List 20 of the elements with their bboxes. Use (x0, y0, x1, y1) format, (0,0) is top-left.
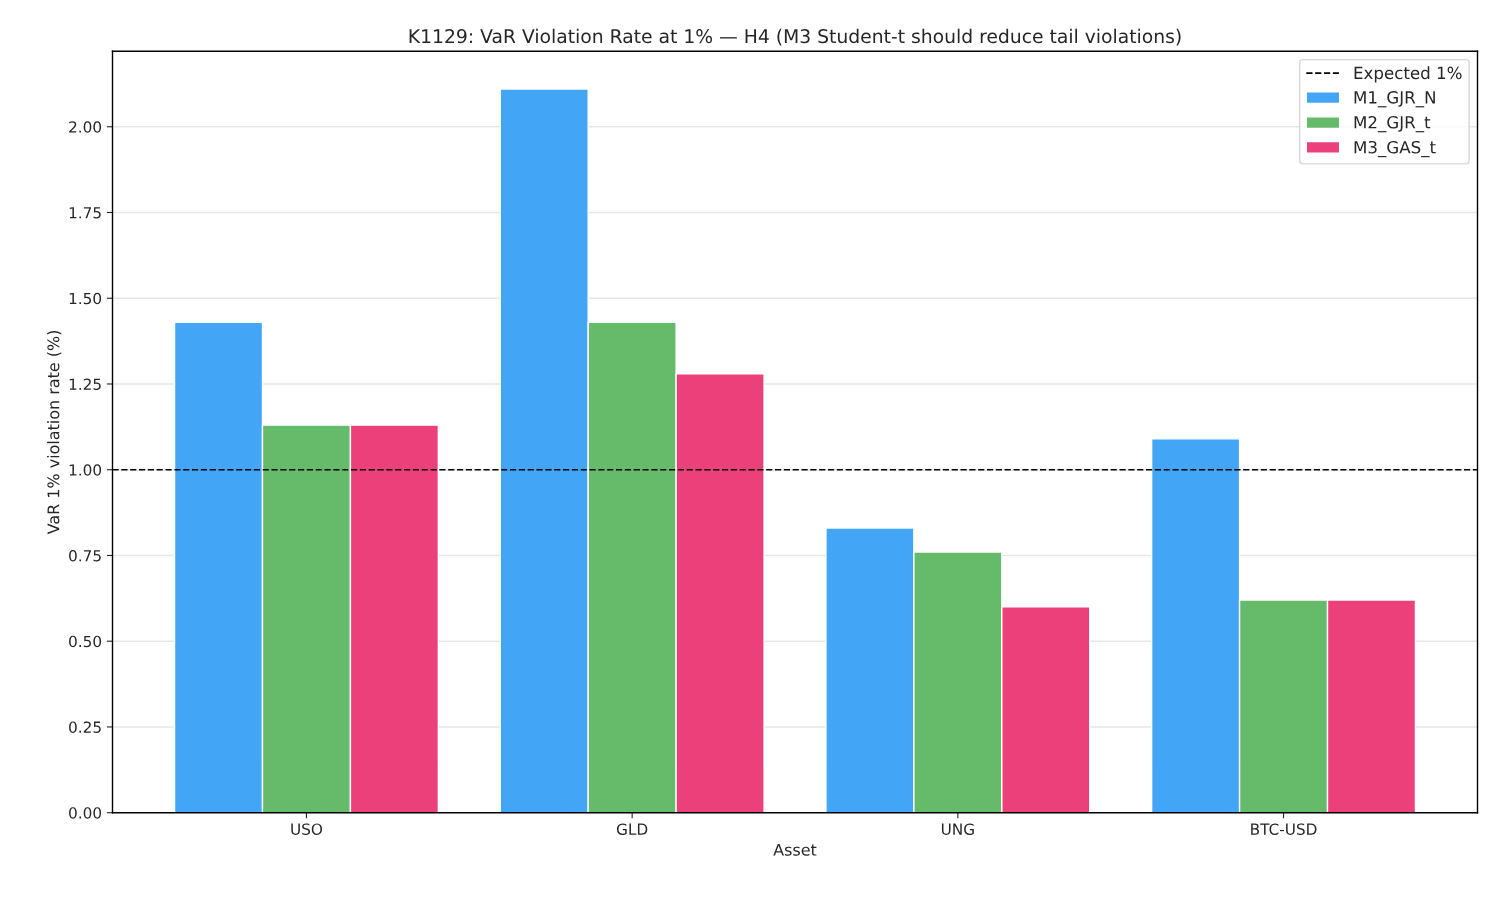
y-tick-label: 1.25 (69, 378, 101, 391)
legend-label: M3_GAS_t (1354, 140, 1436, 158)
chart-title: K1129: VaR Violation Rate at 1% — H4 (M3 Student-t should reduce tail violations) (409, 28, 1181, 46)
x-tick-label: UNG (941, 823, 974, 835)
y-axis-title: VaR 1% violation rate (%) (47, 330, 62, 535)
legend-label: M2_GJR_t (1354, 115, 1431, 133)
x-tick-label: BTC-USD (1251, 823, 1317, 835)
y-tick-label: 0.50 (69, 635, 102, 648)
y-tick-label: 2.00 (69, 121, 102, 133)
x-tick-label: USO (291, 823, 323, 835)
y-tick-label: 0.75 (69, 549, 101, 562)
y-tick-label: 0.25 (69, 721, 101, 733)
x-axis-title: Asset (773, 843, 817, 856)
y-tick-label: 1.00 (69, 464, 102, 476)
x-tick-label: GLD (616, 823, 648, 835)
y-tick-label: 0.00 (69, 807, 102, 819)
legend-label: M1_GJR_N (1354, 91, 1435, 108)
y-tick-label: 1.75 (69, 207, 101, 219)
y-tick-label: 1.50 (69, 292, 102, 305)
legend-label: Expected 1% (1354, 66, 1462, 83)
